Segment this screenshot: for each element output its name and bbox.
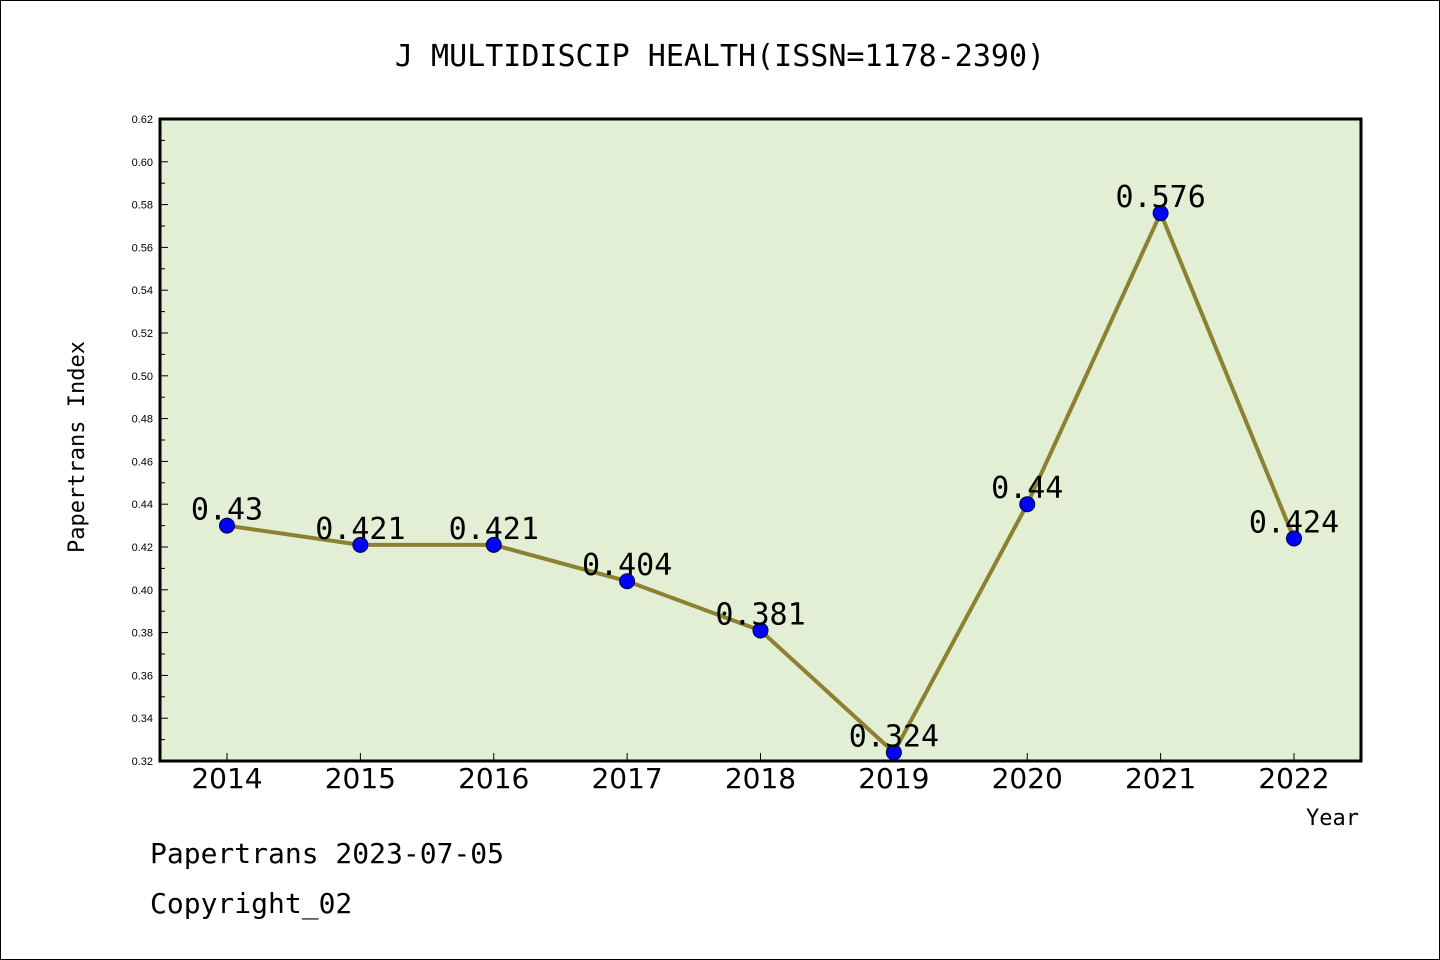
data-label: 0.421 bbox=[449, 512, 539, 547]
x-tick-label: 2017 bbox=[591, 762, 662, 795]
x-axis-label: Year bbox=[1306, 806, 1359, 831]
x-tick-label: 2019 bbox=[858, 762, 929, 795]
series-line-group bbox=[219, 205, 1302, 761]
data-point bbox=[485, 536, 502, 553]
data-point bbox=[1152, 205, 1169, 222]
footer-copyright: Copyright_02 bbox=[150, 887, 352, 921]
y-tick-label: 0.42 bbox=[132, 542, 153, 554]
data-point bbox=[352, 536, 369, 553]
data-label: 0.421 bbox=[315, 512, 405, 547]
y-tick-label: 0.36 bbox=[132, 670, 153, 682]
data-label: 0.324 bbox=[849, 719, 939, 754]
footer-date: Papertrans 2023-07-05 bbox=[150, 837, 504, 870]
data-point bbox=[219, 517, 235, 534]
y-tick-label: 0.52 bbox=[132, 328, 153, 340]
y-tick-label: 0.56 bbox=[132, 242, 153, 254]
plot-area bbox=[158, 117, 1363, 763]
x-tick-label: 2014 bbox=[191, 762, 262, 795]
y-tick-label: 0.62 bbox=[132, 114, 153, 126]
y-tick-label: 0.46 bbox=[132, 456, 153, 468]
data-label: 0.404 bbox=[582, 548, 672, 583]
x-tick-label: 2016 bbox=[458, 762, 529, 795]
x-tick-label: 2022 bbox=[1258, 762, 1329, 795]
x-tick-label: 2020 bbox=[992, 762, 1063, 795]
data-point bbox=[1286, 530, 1302, 547]
y-tick-label: 0.60 bbox=[132, 157, 153, 169]
x-tick-label: 2015 bbox=[325, 762, 396, 795]
chart-title: J MULTIDISCIP HEALTH(ISSN=1178-2390) bbox=[395, 39, 1045, 74]
data-point bbox=[885, 744, 902, 761]
x-tick-label: 2021 bbox=[1125, 762, 1196, 795]
data-label: 0.43 bbox=[191, 493, 263, 528]
data-point bbox=[1019, 496, 1036, 513]
y-tick-label: 0.54 bbox=[132, 285, 153, 297]
data-label: 0.381 bbox=[715, 597, 805, 632]
y-tick-label: 0.34 bbox=[132, 713, 153, 725]
data-label: 0.424 bbox=[1249, 505, 1339, 540]
y-axis-label: Papertrans Index bbox=[65, 341, 90, 553]
y-tick-label: 0.32 bbox=[132, 756, 153, 768]
x-axis: 2014 2015 2016 2017 2018 2019 2020 2021 2022 bbox=[191, 753, 1330, 795]
y-tick-label: 0.38 bbox=[132, 628, 153, 640]
data-point bbox=[619, 573, 636, 590]
data-label: 0.576 bbox=[1115, 180, 1205, 215]
y-tick-label: 0.50 bbox=[132, 371, 153, 383]
y-axis: 0.32 0.34 0.36 0.38 0.40 0.42 0.44 0.46 0.48 0.50… bbox=[132, 114, 168, 768]
y-tick-label: 0.48 bbox=[132, 414, 153, 426]
x-tick-label: 2018 bbox=[725, 762, 796, 795]
y-tick-label: 0.40 bbox=[132, 585, 153, 597]
y-tick-label: 0.44 bbox=[132, 499, 153, 511]
data-labels: 0.43 0.421 0.421 0.404 0.381 0.324 0.44 0.576 0.… bbox=[191, 180, 1339, 754]
y-tick-label: 0.58 bbox=[132, 200, 153, 212]
data-point bbox=[752, 622, 769, 639]
data-label: 0.44 bbox=[991, 471, 1063, 506]
